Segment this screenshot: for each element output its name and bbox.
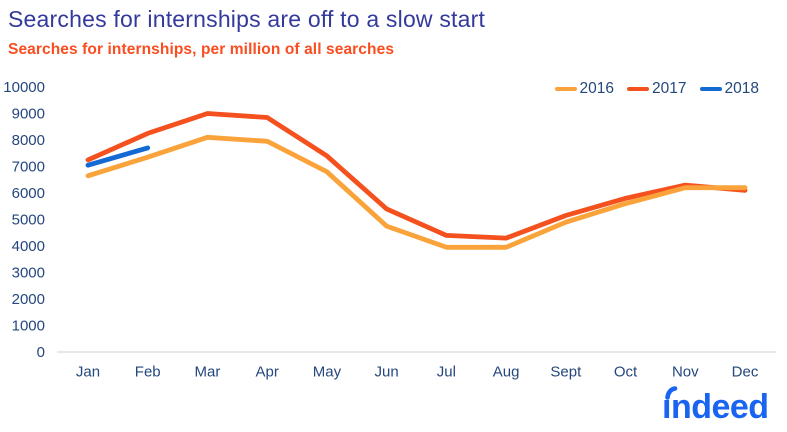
y-tick-label-1000: 1000 [12, 318, 45, 335]
x-tick-label-Jul: Jul [437, 364, 456, 381]
x-tick-label-Feb: Feb [135, 364, 161, 381]
chart-subtitle: Searches for internships, per million of… [8, 41, 395, 58]
x-tick-label-Jan: Jan [76, 364, 100, 381]
x-tick-label-Aug: Aug [493, 364, 520, 381]
legend-item-2018: 2018 [699, 80, 759, 98]
legend-item-2017: 2017 [627, 80, 687, 98]
legend: 2016 2017 2018 [554, 80, 759, 98]
legend-swatch-2018 [699, 86, 722, 92]
y-tick-label-5000: 5000 [12, 212, 45, 229]
y-tick-label-3000: 3000 [12, 265, 45, 282]
x-tick-label-Nov: Nov [672, 364, 699, 381]
chart-title: Searches for internships are off to a sl… [8, 6, 486, 32]
legend-swatch-2016 [554, 86, 577, 92]
logo-apostrophe-icon [665, 386, 678, 400]
y-tick-label-2000: 2000 [12, 291, 45, 308]
y-tick-label-8000: 8000 [12, 132, 45, 149]
x-tick-label-Mar: Mar [195, 364, 221, 381]
logo-text: ındeed [662, 388, 769, 426]
x-tick-label-Dec: Dec [732, 364, 759, 381]
legend-swatch-2017 [627, 86, 650, 92]
indeed-logo: ındeed [662, 385, 782, 427]
y-tick-label-7000: 7000 [12, 159, 45, 176]
legend-label-2018: 2018 [724, 80, 759, 97]
series-line-2017 [85, 111, 748, 241]
x-tick-label-Sept: Sept [550, 364, 582, 381]
y-tick-label-4000: 4000 [12, 238, 45, 255]
legend-item-2016: 2016 [554, 80, 615, 98]
x-tick-label-Oct: Oct [614, 364, 638, 381]
x-tick-label-Apr: Apr [256, 364, 279, 381]
y-tick-label-6000: 6000 [12, 185, 45, 202]
x-tick-label-May: May [313, 364, 342, 381]
y-tick-label-10000: 10000 [3, 79, 45, 96]
legend-label-2016: 2016 [579, 80, 615, 97]
legend-label-2017: 2017 [652, 80, 687, 97]
y-tick-label-9000: 9000 [12, 106, 45, 123]
x-tick-label-Jun: Jun [375, 364, 399, 381]
y-tick-label-0: 0 [37, 344, 45, 361]
series-line-2018 [85, 145, 151, 168]
series-line-2016 [85, 134, 748, 250]
